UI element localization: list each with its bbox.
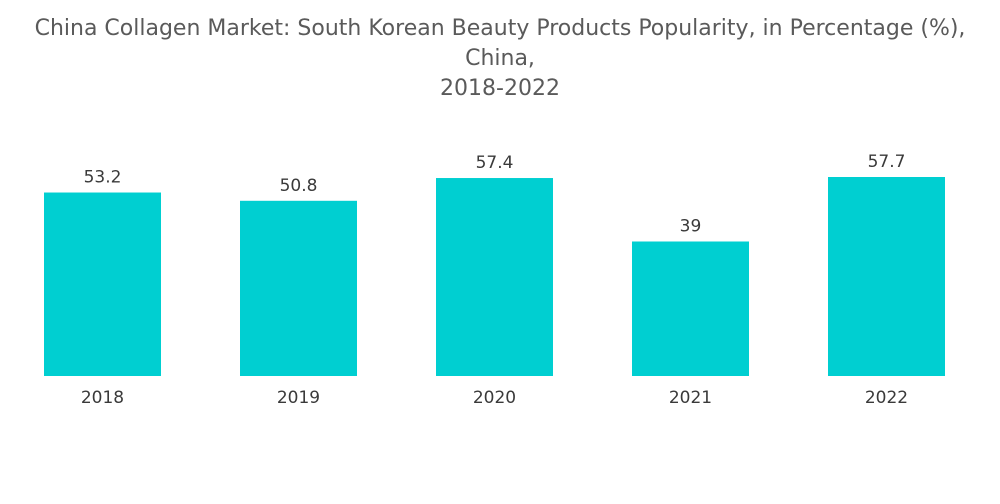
bar-2021 bbox=[632, 241, 749, 376]
chart-title-line-2: 2018-2022 bbox=[440, 76, 560, 101]
data-label-2021: 39 bbox=[680, 216, 702, 236]
x-tick-label-2022: 2022 bbox=[865, 388, 908, 408]
data-label-2019: 50.8 bbox=[280, 176, 318, 196]
data-label-2020: 57.4 bbox=[476, 153, 514, 173]
x-tick-label-2018: 2018 bbox=[81, 388, 124, 408]
data-label-2018: 53.2 bbox=[84, 168, 122, 188]
bar-2019 bbox=[240, 200, 357, 376]
x-tick-label-2020: 2020 bbox=[473, 388, 516, 408]
bar-2018 bbox=[44, 192, 161, 376]
bar-2020 bbox=[436, 178, 553, 376]
x-tick-label-2019: 2019 bbox=[277, 388, 320, 408]
x-tick-label-2021: 2021 bbox=[669, 388, 712, 408]
bar-2022 bbox=[828, 177, 945, 376]
data-label-2022: 57.7 bbox=[868, 152, 906, 172]
chart-title-line-1: China Collagen Market: South Korean Beau… bbox=[34, 16, 966, 71]
chart-title: China Collagen Market: South Korean Beau… bbox=[0, 14, 1000, 104]
